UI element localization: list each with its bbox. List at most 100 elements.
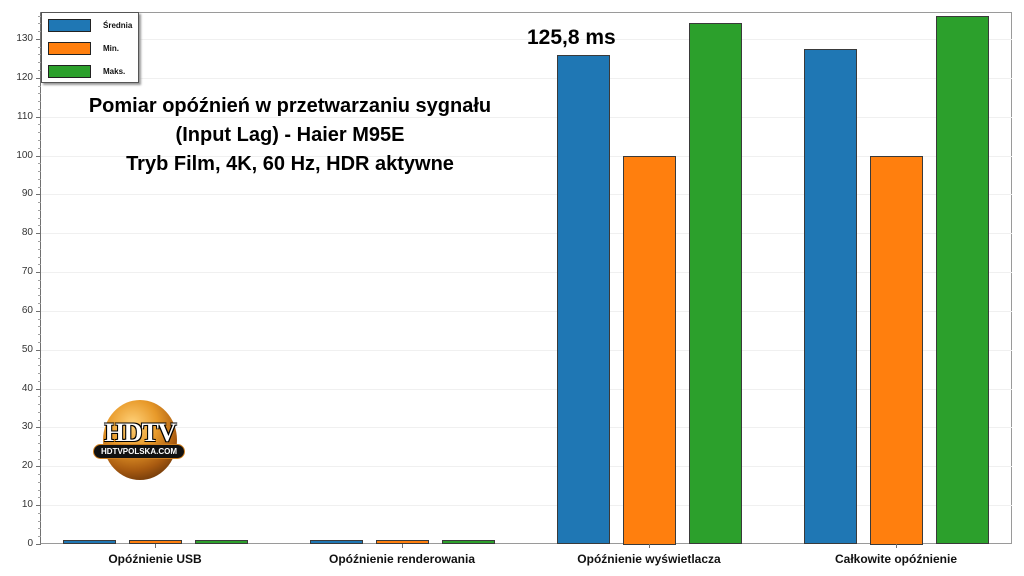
legend-label: Min. bbox=[103, 44, 119, 53]
y-tick bbox=[36, 350, 41, 351]
y-minor-tick bbox=[38, 47, 41, 48]
y-minor-tick bbox=[38, 101, 41, 102]
legend-swatch-maks bbox=[48, 65, 91, 78]
y-minor-tick bbox=[38, 396, 41, 397]
y-minor-tick bbox=[38, 241, 41, 242]
y-minor-tick bbox=[38, 132, 41, 133]
gridline bbox=[40, 505, 1012, 506]
title-line-3: Tryb Film, 4K, 60 Hz, HDR aktywne bbox=[126, 153, 454, 175]
y-minor-tick bbox=[38, 326, 41, 327]
gridline bbox=[40, 156, 1012, 157]
y-tick bbox=[36, 544, 41, 545]
y-minor-tick bbox=[38, 334, 41, 335]
y-minor-tick bbox=[38, 257, 41, 258]
y-minor-tick bbox=[38, 365, 41, 366]
x-tick bbox=[155, 544, 156, 548]
y-tick bbox=[36, 505, 41, 506]
title-line-2: (Input Lag) - Haier M95E bbox=[175, 124, 405, 146]
gridline bbox=[40, 466, 1012, 467]
y-tick bbox=[36, 389, 41, 390]
y-minor-tick bbox=[38, 249, 41, 250]
y-minor-tick bbox=[38, 381, 41, 382]
y-minor-tick bbox=[38, 54, 41, 55]
y-minor-tick bbox=[38, 171, 41, 172]
y-minor-tick bbox=[38, 218, 41, 219]
gridline bbox=[40, 272, 1012, 273]
logo-sub-text: HDTVPOLSKA.COM bbox=[93, 444, 185, 459]
globe-icon bbox=[103, 400, 177, 480]
x-tick bbox=[896, 544, 897, 548]
y-minor-tick bbox=[38, 163, 41, 164]
y-minor-tick bbox=[38, 264, 41, 265]
gridline bbox=[40, 427, 1012, 428]
y-tick bbox=[36, 78, 41, 79]
x-tick bbox=[649, 544, 650, 548]
hdtvpolska-logo: HDTV HDTVPOLSKA.COM bbox=[92, 400, 188, 482]
x-tick-label: Całkowite opóźnienie bbox=[834, 552, 957, 566]
y-tick-label: 0 bbox=[27, 538, 33, 549]
y-minor-tick bbox=[38, 225, 41, 226]
y-minor-tick bbox=[38, 474, 41, 475]
y-minor-tick bbox=[38, 31, 41, 32]
y-minor-tick bbox=[38, 187, 41, 188]
title-line-1: Pomiar opóźnień w przetwarzaniu sygnału bbox=[88, 95, 492, 117]
logo-main-text: HDTV bbox=[104, 418, 176, 447]
gridline bbox=[40, 233, 1012, 234]
bar-min bbox=[870, 156, 923, 545]
y-tick-label: 80 bbox=[21, 227, 33, 238]
y-minor-tick bbox=[38, 202, 41, 203]
x-tick bbox=[402, 544, 403, 548]
y-tick bbox=[36, 117, 41, 118]
bar-min bbox=[129, 540, 182, 544]
gridline bbox=[40, 311, 1012, 312]
y-minor-tick bbox=[38, 23, 41, 24]
y-minor-tick bbox=[38, 412, 41, 413]
bar-rednia bbox=[804, 49, 857, 544]
y-tick bbox=[36, 272, 41, 273]
y-tick-label: 10 bbox=[21, 499, 33, 510]
y-tick-label: 60 bbox=[21, 305, 33, 316]
x-tick-label: Opóźnienie wyświetlacza bbox=[577, 552, 721, 566]
y-minor-tick bbox=[38, 513, 41, 514]
y-tick bbox=[36, 466, 41, 467]
bar-maks bbox=[689, 23, 742, 544]
bar-rednia bbox=[557, 55, 610, 544]
plot-area bbox=[40, 12, 1012, 544]
bar-min bbox=[376, 540, 429, 544]
y-minor-tick bbox=[38, 179, 41, 180]
y-minor-tick bbox=[38, 536, 41, 537]
x-tick-label: Opóźnienie renderowania bbox=[328, 552, 476, 566]
y-minor-tick bbox=[38, 62, 41, 63]
bar-min bbox=[623, 156, 676, 545]
y-minor-tick bbox=[38, 342, 41, 343]
y-tick bbox=[36, 156, 41, 157]
gridline bbox=[40, 194, 1012, 195]
y-tick-label: 40 bbox=[21, 383, 33, 394]
y-minor-tick bbox=[38, 295, 41, 296]
y-minor-tick bbox=[38, 280, 41, 281]
y-tick bbox=[36, 311, 41, 312]
y-tick bbox=[36, 233, 41, 234]
y-minor-tick bbox=[38, 404, 41, 405]
chart-title: Pomiar opóźnień w przetwarzaniu sygnału … bbox=[55, 92, 525, 179]
legend-swatch-min bbox=[48, 42, 91, 55]
y-tick-label: 120 bbox=[16, 72, 33, 83]
y-minor-tick bbox=[38, 451, 41, 452]
y-tick bbox=[36, 39, 41, 40]
y-minor-tick bbox=[38, 319, 41, 320]
y-minor-tick bbox=[38, 303, 41, 304]
y-minor-tick bbox=[38, 420, 41, 421]
y-minor-tick bbox=[38, 443, 41, 444]
y-minor-tick bbox=[38, 435, 41, 436]
y-minor-tick bbox=[38, 70, 41, 71]
y-minor-tick bbox=[38, 528, 41, 529]
y-tick-label: 90 bbox=[21, 188, 33, 199]
y-minor-tick bbox=[38, 459, 41, 460]
gridline bbox=[40, 117, 1012, 118]
y-minor-tick bbox=[38, 86, 41, 87]
y-minor-tick bbox=[38, 210, 41, 211]
y-minor-tick bbox=[38, 124, 41, 125]
y-minor-tick bbox=[38, 140, 41, 141]
y-tick-label: 110 bbox=[17, 111, 33, 122]
y-minor-tick bbox=[38, 373, 41, 374]
